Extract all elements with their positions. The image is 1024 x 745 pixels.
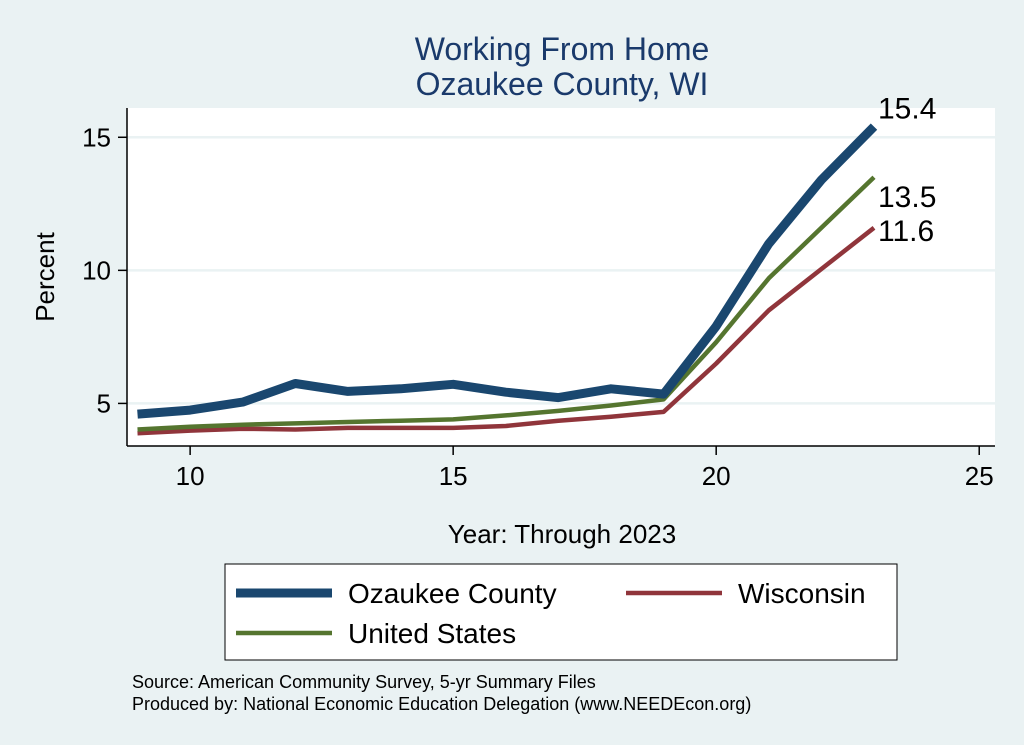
y-tick-label: 5 — [97, 388, 111, 418]
chart-title-line-2: Ozaukee County, WI — [416, 66, 709, 102]
legend-box — [224, 563, 898, 661]
y-tick-label: 10 — [82, 255, 111, 285]
axis-ticks: 5 10 15 10 15 20 25 — [82, 122, 994, 491]
legend-label-ozaukee-county: Ozaukee County — [348, 578, 557, 609]
legend: Ozaukee County Wisconsin United States — [224, 563, 898, 661]
grid-lines — [127, 136, 995, 405]
chart-title-line-1: Working From Home — [415, 31, 710, 67]
series-line-united-states — [137, 175, 876, 432]
end-label-united-states: 13.5 — [878, 181, 936, 214]
series-line-ozaukee-county — [137, 123, 878, 419]
x-tick-label: 10 — [176, 461, 205, 491]
series-lines — [137, 123, 878, 436]
end-label-wisconsin: 11.6 — [878, 215, 934, 248]
x-axis-title: Year: Through 2023 — [448, 519, 676, 549]
series-line-wisconsin — [137, 226, 876, 436]
producer-note: Produced by: National Economic Education… — [132, 694, 751, 714]
legend-label-wisconsin: Wisconsin — [738, 578, 866, 609]
y-axis-title: Percent — [30, 231, 60, 321]
x-tick-label: 25 — [965, 461, 994, 491]
end-labels: 15.4 11.613.5 — [878, 93, 936, 248]
x-tick-label: 15 — [439, 461, 468, 491]
y-tick-label: 15 — [82, 122, 111, 152]
end-label-ozaukee-county: 15.4 — [878, 93, 936, 126]
source-note: Source: American Community Survey, 5-yr … — [132, 672, 596, 692]
x-tick-label: 20 — [702, 461, 731, 491]
legend-label-united-states: United States — [348, 618, 516, 649]
